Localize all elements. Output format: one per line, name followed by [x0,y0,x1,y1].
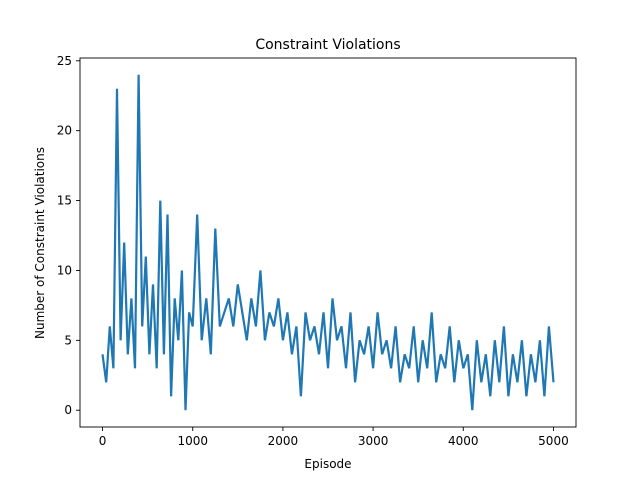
y-tick-label: 5 [64,333,72,347]
y-tick-label: 15 [57,194,72,208]
x-tick-label: 3000 [358,434,389,448]
y-axis-label: Number of Constraint Violations [33,147,47,339]
x-axis: 0 1000 2000 3000 4000 5000 [99,427,569,448]
x-tick-label: 5000 [538,434,569,448]
x-tick-label: 2000 [268,434,299,448]
x-tick-label: 1000 [177,434,208,448]
y-tick-label: 10 [57,263,72,277]
y-tick-label: 25 [57,54,72,68]
plot-area [101,74,555,411]
series-line [101,74,555,411]
x-axis-label: Episode [304,457,351,471]
axes-frame [79,57,577,428]
y-tick-label: 20 [57,124,72,138]
x-tick-label: 4000 [448,434,479,448]
y-axis: 0 5 10 15 20 25 [57,54,80,417]
y-tick-label: 0 [64,403,72,417]
chart-title: Constraint Violations [255,37,400,53]
x-tick-label: 0 [99,434,107,448]
